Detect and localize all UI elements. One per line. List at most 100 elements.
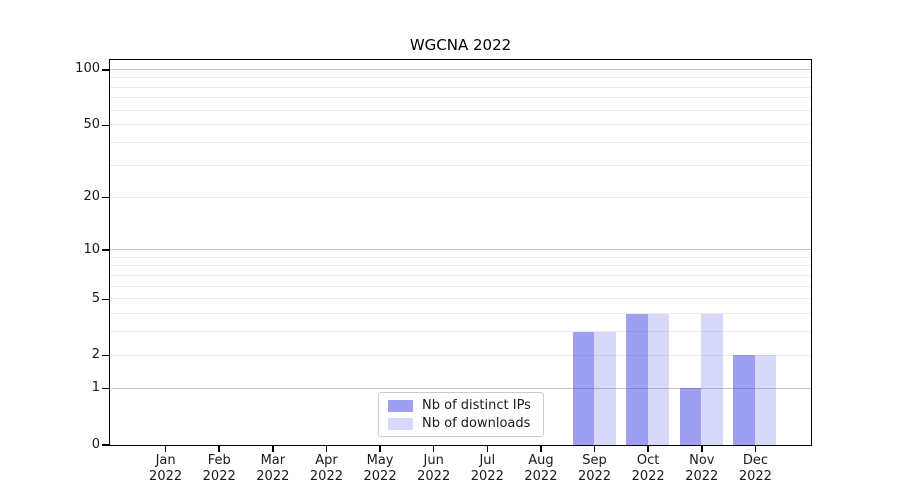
bar-downloads (647, 313, 670, 445)
chart-title: WGCNA 2022 (409, 36, 512, 54)
x-tick-month: Jan (155, 453, 176, 468)
x-tick-month: Apr (315, 453, 338, 468)
x-tick-mark (486, 446, 489, 452)
y-gridline-minor (109, 274, 811, 276)
y-tick-label: 20 (83, 189, 100, 204)
y-tick-label: 1 (91, 380, 100, 396)
x-tick-month: Nov (689, 453, 715, 468)
y-gridline-minor (109, 97, 811, 99)
y-tick-mark (102, 124, 109, 127)
x-tick-mark (272, 446, 274, 452)
y-tick-label: 10 (83, 241, 100, 257)
y-gridline-minor (109, 142, 811, 144)
x-tick-mark (164, 446, 167, 452)
x-tick-mark (540, 446, 542, 452)
x-tick-month: Jun (423, 453, 444, 468)
x-tick-label: May 2022 (350, 453, 410, 485)
y-gridline-minor (109, 196, 811, 198)
bar-downloads (701, 313, 723, 445)
x-tick-label: Jul 2022 (457, 453, 517, 485)
y-gridline-minor (109, 265, 811, 267)
y-gridline-major (109, 387, 811, 389)
x-tick-mark (754, 446, 757, 452)
y-tick-label: 100 (75, 61, 100, 77)
x-tick-label: Aug 2022 (511, 453, 571, 485)
bar-distinct-ips (733, 355, 755, 445)
bar-distinct-ips (626, 313, 648, 445)
bar-downloads (594, 331, 616, 445)
y-tick-mark (102, 298, 109, 301)
y-tick-label: 0 (91, 436, 100, 452)
x-tick-year: 2022 (470, 469, 504, 484)
x-tick-month: Sep (582, 453, 607, 468)
x-tick-month: Feb (207, 453, 231, 468)
x-tick-year: 2022 (363, 469, 397, 484)
x-tick-month: Aug (528, 453, 554, 468)
plot-area (108, 58, 812, 446)
legend-label-downloads: Nb of downloads (422, 416, 531, 431)
bar-downloads (754, 355, 777, 445)
x-tick-month: Mar (260, 453, 286, 468)
y-gridline-minor (109, 164, 811, 166)
y-gridline-minor (109, 256, 811, 258)
y-tick-mark (102, 387, 109, 390)
x-tick-year: 2022 (577, 469, 612, 484)
legend-swatch-distinct-ips (388, 399, 413, 412)
x-tick-mark (700, 446, 703, 452)
x-tick-year: 2022 (738, 469, 772, 484)
x-tick-label: Dec 2022 (725, 453, 785, 485)
x-tick-month: Jul (479, 453, 496, 468)
y-tick-mark (102, 444, 109, 446)
x-tick-year: 2022 (256, 469, 290, 484)
y-tick-label: 50 (83, 116, 100, 132)
x-tick-year: 2022 (631, 469, 665, 484)
x-tick-year: 2022 (149, 469, 183, 484)
x-tick-label: Nov 2022 (672, 453, 732, 485)
y-gridline-minor (109, 331, 811, 333)
y-tick-label: 2 (91, 347, 100, 363)
y-gridline-minor (109, 109, 811, 111)
x-tick-month: Dec (742, 453, 768, 468)
bar-distinct-ips (679, 388, 702, 445)
y-tick-mark (102, 196, 109, 199)
x-tick-year: 2022 (524, 469, 558, 484)
y-tick-mark (102, 354, 109, 357)
x-tick-label: Jun 2022 (404, 453, 464, 485)
y-gridline-major (109, 249, 811, 251)
x-tick-month: Oct (636, 453, 660, 468)
y-gridline-minor (109, 86, 811, 88)
x-tick-label: Apr 2022 (296, 453, 356, 485)
y-gridline-minor (109, 298, 811, 300)
x-tick-year: 2022 (417, 469, 451, 484)
legend-item-downloads: Nb of downloads (388, 416, 534, 431)
legend-label-distinct-ips: Nb of distinct IPs (422, 398, 531, 413)
x-tick-label: Jan 2022 (136, 453, 196, 485)
legend-item-distinct-ips: Nb of distinct IPs (388, 398, 534, 413)
y-gridline-minor (109, 285, 811, 287)
legend: Nb of distinct IPs Nb of downloads (378, 392, 544, 437)
y-gridline-minor (109, 77, 811, 79)
x-tick-label: Sep 2022 (565, 453, 625, 485)
y-gridline-minor (109, 354, 811, 356)
x-tick-year: 2022 (309, 469, 343, 484)
x-tick-mark (218, 446, 220, 452)
bar-distinct-ips (572, 331, 595, 445)
x-tick-month: May (366, 453, 394, 468)
x-tick-label: Oct 2022 (618, 453, 678, 485)
x-tick-year: 2022 (202, 469, 236, 484)
x-tick-label: Feb 2022 (189, 453, 249, 485)
x-tick-mark (647, 446, 649, 452)
y-tick-mark (102, 69, 109, 71)
x-tick-mark (432, 446, 435, 452)
y-gridline-minor (109, 313, 811, 315)
x-tick-mark (325, 446, 328, 452)
x-tick-year: 2022 (685, 469, 719, 484)
y-gridline-minor (109, 124, 811, 126)
x-tick-mark (379, 446, 381, 452)
x-tick-mark (593, 446, 596, 452)
y-tick-label: 5 (91, 290, 100, 306)
x-tick-label: Mar 2022 (243, 453, 303, 485)
y-tick-mark (102, 249, 109, 251)
y-gridline-major (109, 68, 811, 70)
